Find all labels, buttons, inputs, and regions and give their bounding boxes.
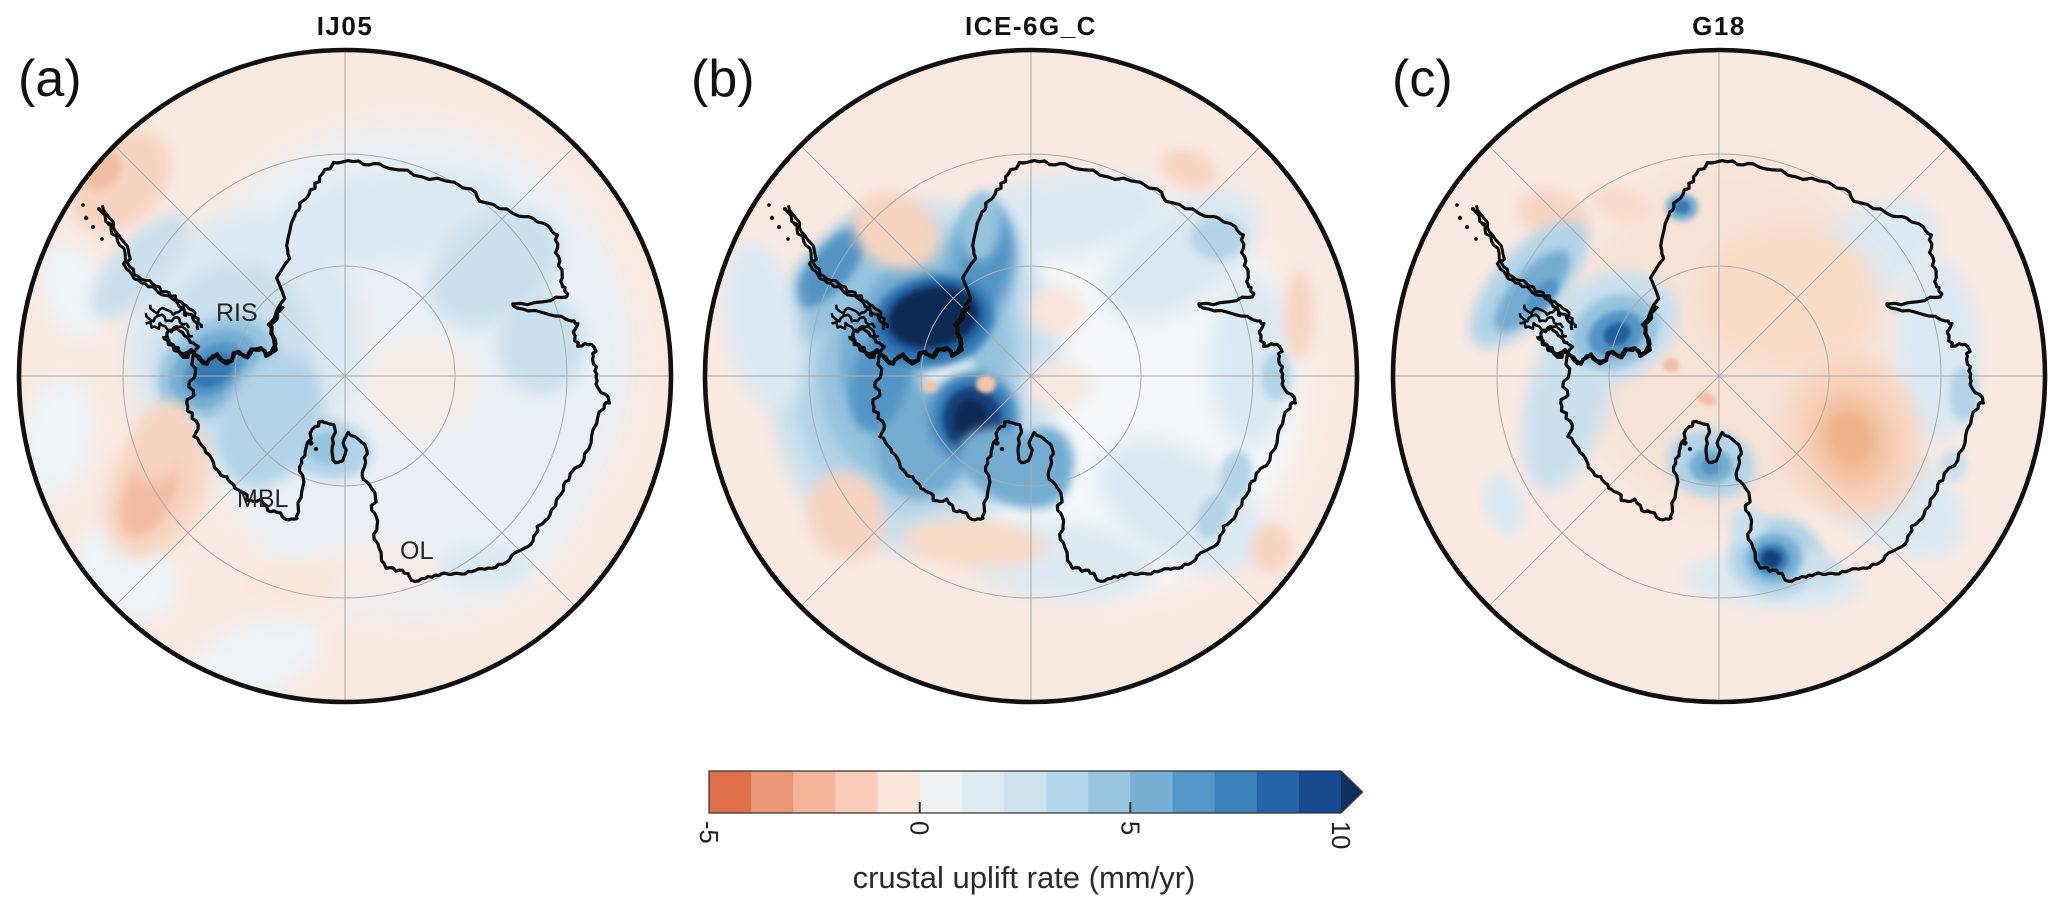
svg-text:0: 0 — [905, 821, 933, 835]
svg-text:-5: -5 — [694, 821, 722, 844]
svg-text:crustal uplift rate (mm/yr): crustal uplift rate (mm/yr) — [853, 860, 1196, 895]
svg-text:MBL: MBL — [237, 485, 289, 513]
svg-text:IJ05: IJ05 — [317, 11, 374, 41]
svg-text:G18: G18 — [1692, 11, 1746, 41]
svg-text:ICE-6G_C: ICE-6G_C — [965, 11, 1097, 41]
svg-text:5: 5 — [1115, 821, 1143, 835]
svg-text:(a): (a) — [18, 50, 82, 108]
svg-text:10: 10 — [1326, 821, 1354, 849]
svg-text:(b): (b) — [691, 50, 755, 108]
svg-text:RIS: RIS — [216, 299, 258, 327]
svg-text:OL: OL — [400, 537, 433, 565]
svg-text:(c): (c) — [1392, 50, 1453, 108]
